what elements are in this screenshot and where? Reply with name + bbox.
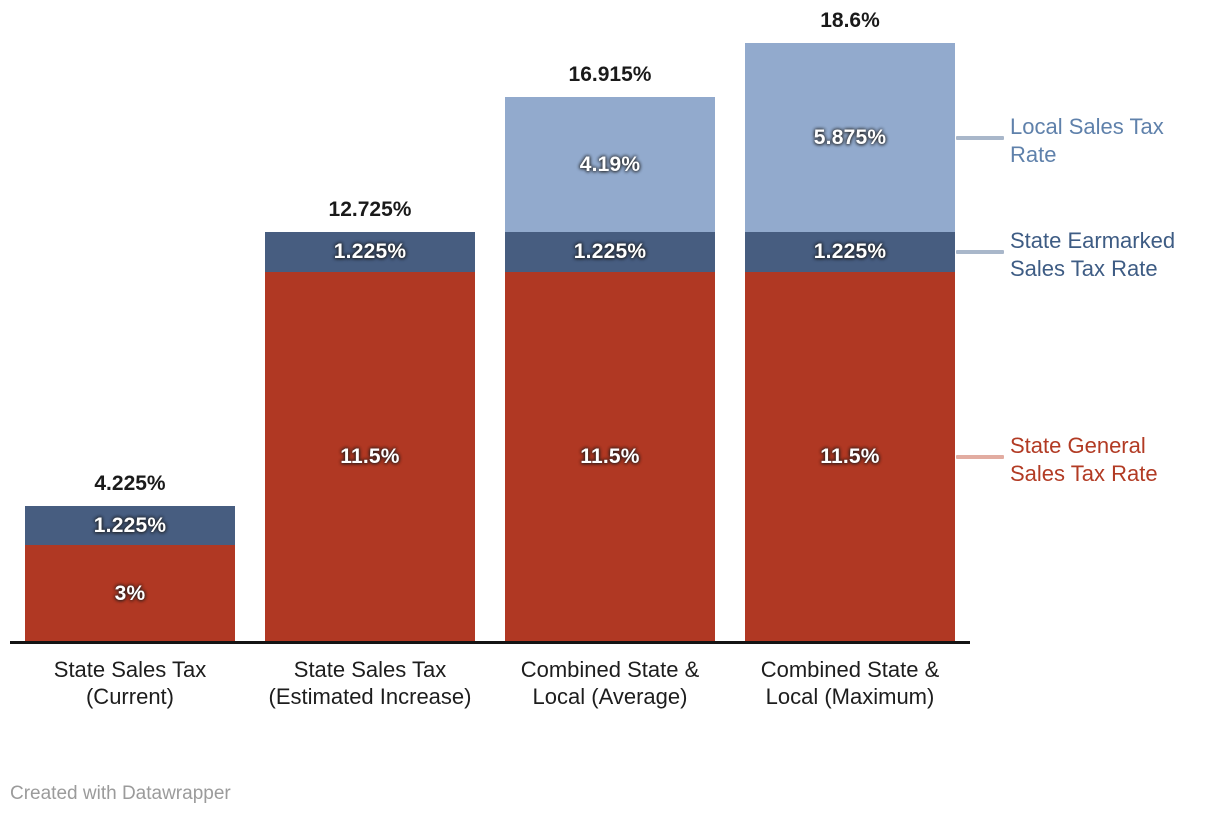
segment-value-label: 1.225% (93, 513, 167, 537)
bar-segment: 1.225% (505, 232, 715, 272)
bar-segment: 11.5% (505, 271, 715, 642)
bar-total-label: 18.6% (820, 9, 880, 33)
bar-total-label: 12.725% (328, 198, 412, 222)
bar-segment: 1.225% (745, 232, 955, 272)
category-label: State Sales Tax (Estimated Increase) (268, 657, 472, 709)
segment-value-label: 11.5% (580, 444, 640, 468)
segment-value-label: 3% (114, 581, 146, 605)
legend-item-label: State Earmarked Sales Tax Rate (1010, 227, 1176, 281)
segment-value-label: 1.225% (573, 239, 647, 263)
bar-total-label: 16.915% (568, 63, 652, 87)
bar-segment: 11.5% (745, 271, 955, 642)
category-label: Combined State & Local (Maximum) (760, 657, 940, 709)
segment-value-label: 11.5% (340, 444, 400, 468)
x-axis-line (10, 641, 970, 644)
legend-connector-line (956, 249, 1004, 254)
segment-value-label: 4.19% (579, 152, 641, 176)
bar-segment: 4.19% (505, 97, 715, 233)
bar-total-label: 4.225% (94, 471, 166, 495)
legend-connector-line (956, 135, 1004, 140)
segment-value-label: 1.225% (813, 239, 887, 263)
datawrapper-credit: Created with Datawrapper (10, 783, 231, 804)
bar-segment: 3% (25, 545, 235, 642)
legend-connector-line (956, 454, 1004, 459)
segment-value-label: 1.225% (333, 239, 407, 263)
bar-segment: 1.225% (25, 505, 235, 546)
legend-item-label: State General Sales Tax Rate (1010, 432, 1158, 486)
bar-segment: 5.875% (745, 43, 955, 233)
bar-segment: 1.225% (265, 232, 475, 272)
segment-value-label: 5.875% (813, 125, 887, 149)
category-label: State Sales Tax (Current) (53, 657, 207, 709)
legend-item-label: Local Sales Tax Rate (1010, 113, 1164, 167)
segment-value-label: 11.5% (820, 444, 880, 468)
category-label: Combined State & Local (Average) (520, 657, 700, 709)
bar-segment: 11.5% (265, 271, 475, 642)
